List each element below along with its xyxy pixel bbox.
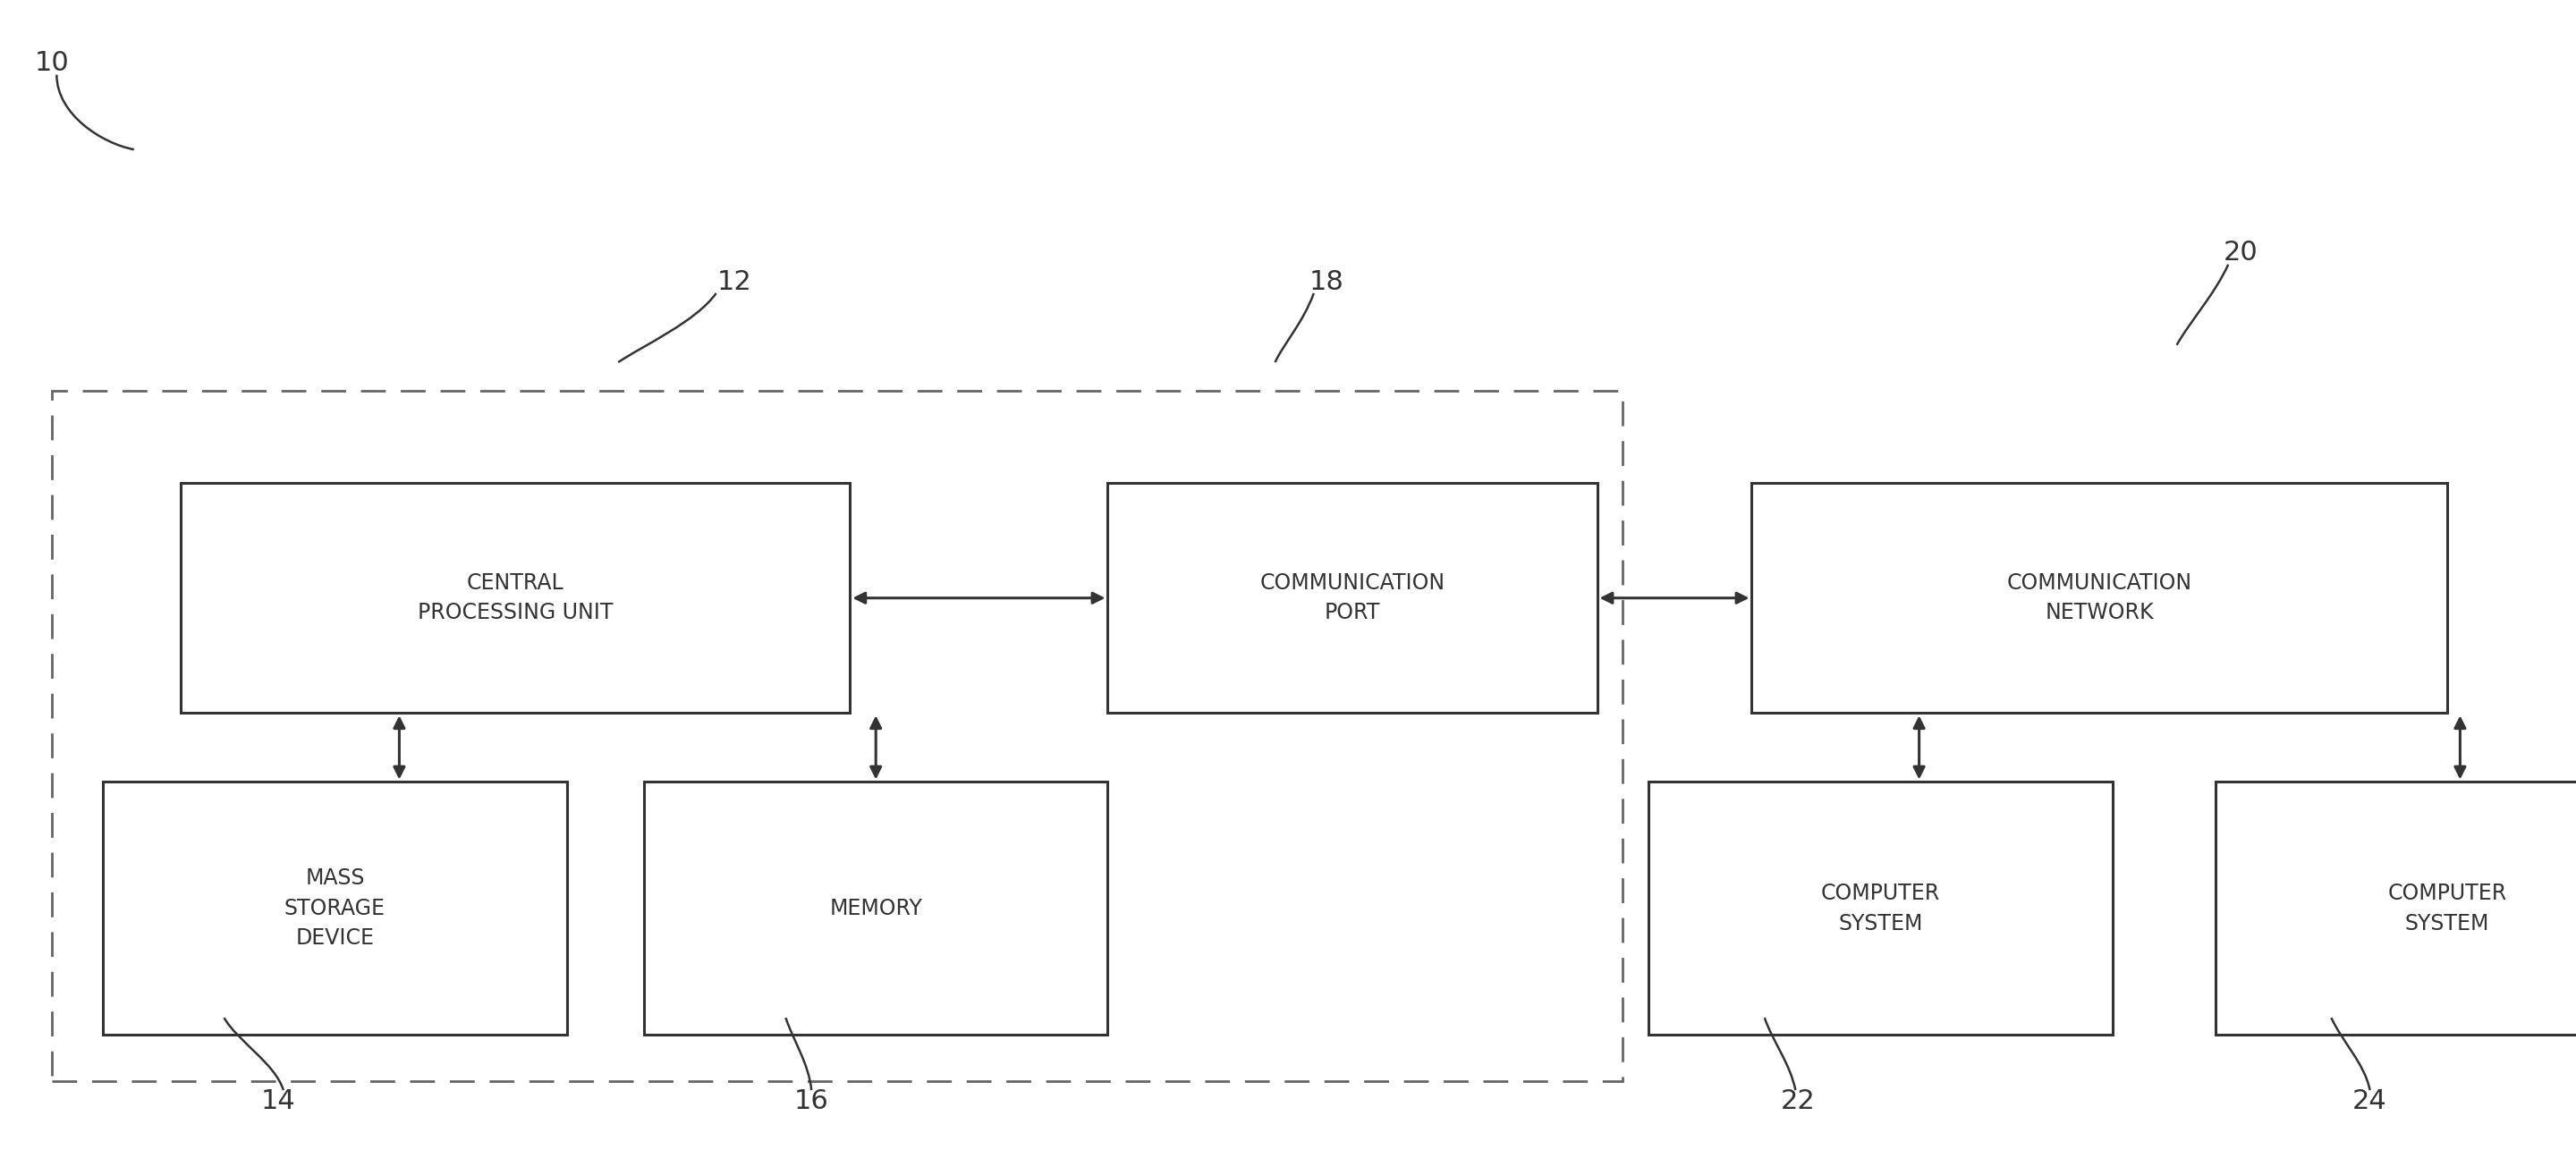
Text: MASS
STORAGE
DEVICE: MASS STORAGE DEVICE	[283, 868, 386, 949]
Text: COMPUTER
SYSTEM: COMPUTER SYSTEM	[1821, 883, 1940, 934]
Bar	[1649, 782, 2112, 1035]
Text: COMMUNICATION
NETWORK: COMMUNICATION NETWORK	[2007, 573, 2192, 623]
Text: COMPUTER
SYSTEM: COMPUTER SYSTEM	[2388, 883, 2506, 934]
Bar	[644, 782, 1108, 1035]
Text: 16: 16	[793, 1089, 829, 1114]
Text: MEMORY: MEMORY	[829, 898, 922, 919]
Text: 18: 18	[1309, 269, 1345, 294]
Text: 10: 10	[33, 51, 70, 76]
Text: 12: 12	[716, 269, 752, 294]
Bar	[103, 782, 567, 1035]
Text: COMMUNICATION
PORT: COMMUNICATION PORT	[1260, 573, 1445, 623]
Bar	[1752, 483, 2447, 713]
Bar	[180, 483, 850, 713]
Text: 14: 14	[260, 1089, 296, 1114]
Text: 20: 20	[2223, 240, 2259, 266]
Bar	[1108, 483, 1597, 713]
Bar	[2215, 782, 2576, 1035]
Text: 22: 22	[1780, 1089, 1816, 1114]
Text: 24: 24	[2352, 1089, 2388, 1114]
Bar	[52, 391, 1623, 1081]
Text: CENTRAL
PROCESSING UNIT: CENTRAL PROCESSING UNIT	[417, 573, 613, 623]
